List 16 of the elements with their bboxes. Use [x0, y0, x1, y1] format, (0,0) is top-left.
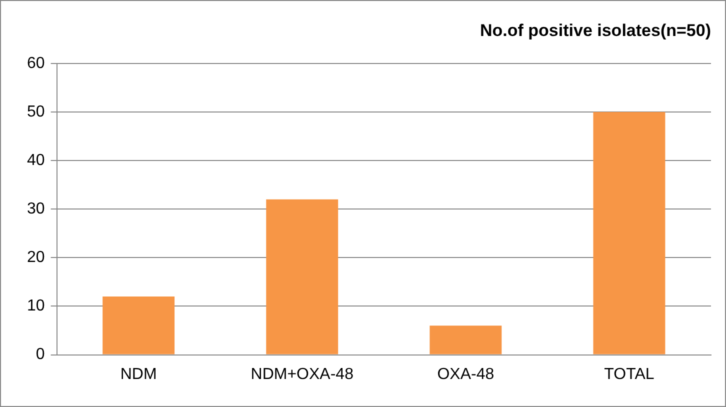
y-tick-label: 20	[27, 249, 45, 266]
x-tick-label: NDM	[120, 366, 157, 383]
y-tick-label: 50	[27, 103, 45, 120]
x-tick-label: NDM+OXA-48	[250, 366, 354, 383]
x-tick-label: TOTAL	[604, 366, 654, 383]
y-tick-label: 30	[27, 200, 45, 218]
y-tick-label: 0	[36, 346, 45, 364]
chart-title: No.of positive isolates(n=50)	[480, 20, 711, 40]
bar	[430, 326, 502, 354]
bar	[593, 112, 666, 354]
y-tick-label: 60	[27, 54, 45, 72]
bar	[266, 199, 338, 354]
y-tick-label: 40	[27, 152, 45, 169]
bar	[102, 296, 175, 354]
y-tick-label: 10	[27, 298, 45, 315]
x-tick-label: OXA-48	[437, 366, 494, 383]
